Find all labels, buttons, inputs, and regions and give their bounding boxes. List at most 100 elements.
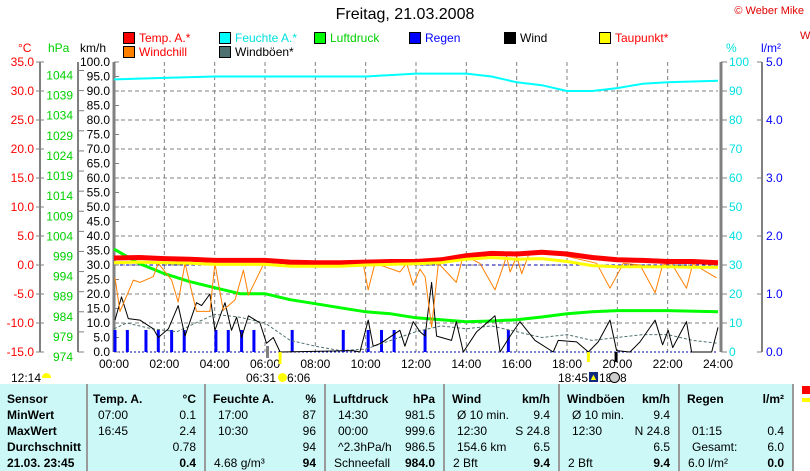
sunrise-time: 06:31 xyxy=(246,371,277,385)
tick-label-pressure: 1019 xyxy=(46,169,73,183)
cell-value: 999.6 xyxy=(404,424,435,438)
cell-label: 17:00 xyxy=(218,408,249,422)
rain-bar xyxy=(144,329,148,352)
tick-label-time: 08:00 xyxy=(300,357,330,371)
cell-label: 10:30 xyxy=(218,424,249,438)
legend-item-windchill: Windchill xyxy=(123,45,187,59)
tick-label-pressure: 1044 xyxy=(46,69,73,83)
cell-value: 87 xyxy=(302,408,316,422)
cell-value: 2.4 xyxy=(179,424,196,438)
tick-label-wind: 10.0 xyxy=(87,316,111,330)
tick-label-temp: -5.0 xyxy=(13,287,34,301)
legend-item-humidity: Feuchte A.* xyxy=(219,31,297,45)
legend-swatch xyxy=(123,32,135,44)
row-label: MaxWert xyxy=(7,424,57,438)
copyright: © Weber Mike xyxy=(734,5,804,17)
tick-label-temp: 30.0 xyxy=(11,84,35,98)
axis-unit-humidity: % xyxy=(726,41,737,55)
column-header: Luftdruck xyxy=(333,392,389,406)
legend-label: Regen xyxy=(425,31,461,45)
row-label: Durchschnitt xyxy=(7,440,82,454)
tick-label-humidity: 90 xyxy=(729,84,743,98)
table-col-temp-a-: Temp. A. °C 07:00 0.1 16:45 2.4 0.78 0.4 xyxy=(86,384,206,471)
cell-value: S 24.8 xyxy=(515,424,550,438)
tick-label-pressure: 1039 xyxy=(46,89,73,103)
sunrise-suffix: 6:06 xyxy=(287,371,311,385)
cell-value: 94 xyxy=(302,440,316,454)
cell-value: N 24.8 xyxy=(634,424,670,438)
tick-label-pressure: 1034 xyxy=(46,109,73,123)
cell-value: 0.0 xyxy=(767,456,784,470)
cell-value: 6.5 xyxy=(533,440,550,454)
legend-label: Windböen* xyxy=(235,45,294,59)
row-label: Sensor xyxy=(7,392,48,406)
cell-label: 12:30 xyxy=(457,424,488,438)
rain-bar xyxy=(506,329,510,352)
tick-label-rain: 5.0 xyxy=(766,55,783,69)
legend-label: Temp. A.* xyxy=(139,31,191,45)
cell-label: 2 Bft xyxy=(453,456,478,470)
cell-value: 0.4 xyxy=(767,424,784,438)
tick-label-wind: 85.0 xyxy=(87,99,111,113)
legend-swatch xyxy=(504,32,516,44)
cell-value: 9.4 xyxy=(653,408,670,422)
tick-label-time: 12:00 xyxy=(401,357,431,371)
tick-label-wind: 80.0 xyxy=(87,113,111,127)
legend-label: Windchill xyxy=(139,45,188,59)
table-col-sensor: Sensor MinWert MaxWert Durchschnitt 21.0… xyxy=(0,384,88,471)
series-feuchte-a xyxy=(113,72,719,92)
tick-label-wind: 45.0 xyxy=(87,215,111,229)
column-header: Windböen xyxy=(567,392,625,406)
rain-bar xyxy=(226,329,230,352)
cell-value: 0.78 xyxy=(172,440,196,454)
legend-label: Luftdruck xyxy=(330,31,380,45)
cell-label: 00:00 xyxy=(338,424,369,438)
legend-swatch xyxy=(219,32,231,44)
cell-value: 981.5 xyxy=(404,408,435,422)
row-label: 21.03. 23:45 xyxy=(7,456,75,470)
tick-label-wind: 50.0 xyxy=(87,200,111,214)
cell-label: Ø 10 min. xyxy=(572,408,625,422)
series-temp-a xyxy=(113,249,719,266)
tick-label-humidity: 100 xyxy=(729,55,749,69)
cell-value: 9.4 xyxy=(653,456,670,470)
table-col-wind: Wind km/h Ø 10 min. 9.4 12:30 S 24.8 154.6 km 6… xyxy=(445,384,560,471)
axis-unit-temp: °C xyxy=(18,41,32,55)
rain-bar xyxy=(182,329,186,352)
column-unit: °C xyxy=(182,392,196,406)
cell-value: 9.4 xyxy=(533,408,550,422)
column-unit: km/h xyxy=(521,392,550,406)
column-unit: l/m² xyxy=(762,392,784,406)
legend-swatch xyxy=(314,32,326,44)
cell-label: Ø 10 min. xyxy=(457,408,510,422)
sunset-time: 18:45 xyxy=(558,371,589,385)
tick-label-pressure: 984 xyxy=(53,310,73,324)
tick-label-pressure: 999 xyxy=(53,249,73,263)
moon-icon xyxy=(609,372,620,383)
astro-time-left: 12:14 xyxy=(11,371,42,385)
tick-label-rain: 2.0 xyxy=(766,229,783,243)
axis-unit-pressure: hPa xyxy=(48,41,70,55)
table-col-luftdruck: Luftdruck hPa 14:30 981.5 00:00 999.6 ^2.3hPa/… xyxy=(326,384,445,471)
tick-label-time: 20:00 xyxy=(602,357,632,371)
column-header: Wind xyxy=(452,392,482,406)
tick-label-temp: 20.0 xyxy=(11,142,35,156)
rain-bar xyxy=(156,329,160,352)
tick-label-temp: -15.0 xyxy=(7,345,35,359)
cell-label: 2 Bft xyxy=(568,456,593,470)
tick-label-wind: 55.0 xyxy=(87,186,111,200)
tick-label-pressure: 979 xyxy=(53,330,73,344)
statistics-table: Sensor MinWert MaxWert Durchschnitt 21.0… xyxy=(0,384,794,471)
tick-label-humidity: 80 xyxy=(729,113,743,127)
rain-bar xyxy=(252,329,256,352)
tick-label-temp: 35.0 xyxy=(11,55,35,69)
tick-label-temp: 0.0 xyxy=(17,258,34,272)
tick-label-time: 04:00 xyxy=(200,357,230,371)
tick-label-wind: 35.0 xyxy=(87,244,111,258)
tick-label-rain: 1.0 xyxy=(766,287,783,301)
cell-value: 0.4 xyxy=(179,456,196,470)
cell-label: 12:30 xyxy=(572,424,603,438)
tick-label-wind: 40.0 xyxy=(87,229,111,243)
cell-value: 94 xyxy=(302,456,316,470)
legend-item-rain: Regen xyxy=(409,31,460,45)
